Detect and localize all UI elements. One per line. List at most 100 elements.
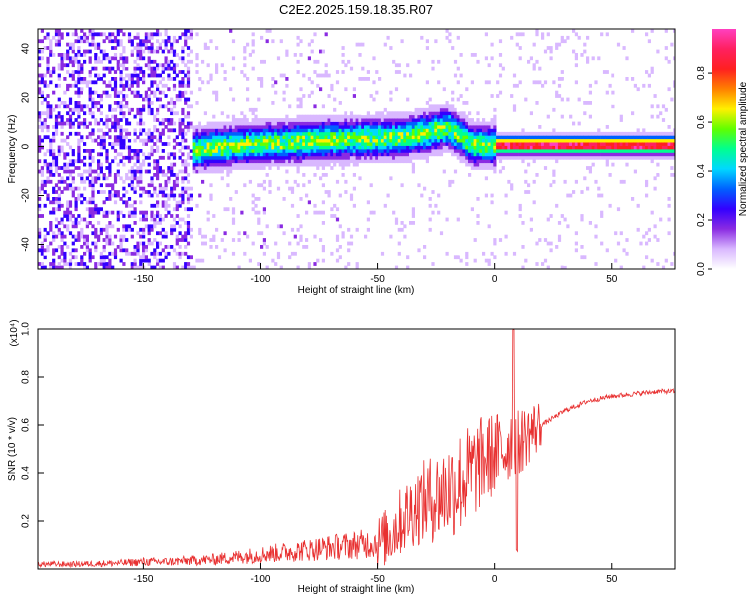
spectrogram-cell bbox=[113, 155, 118, 160]
spectrogram-cell bbox=[417, 142, 421, 146]
spectrogram-cell bbox=[355, 145, 359, 150]
spectrogram-cell bbox=[580, 176, 584, 181]
spectrogram-cell bbox=[49, 149, 53, 153]
spectrogram-cell bbox=[136, 90, 140, 95]
spectrogram-cell bbox=[136, 159, 140, 164]
spectrogram-cell bbox=[172, 63, 177, 68]
spectrogram-cell bbox=[285, 49, 289, 54]
spectrogram-cell bbox=[431, 114, 435, 119]
spectrogram-cell bbox=[560, 97, 564, 102]
spectrogram-cell bbox=[161, 49, 165, 54]
spectrogram-cell bbox=[113, 77, 118, 81]
spectrogram-cell bbox=[347, 149, 351, 153]
spectrogram-cell bbox=[482, 118, 486, 122]
spectrogram-cell bbox=[299, 138, 303, 143]
spectrogram-cell bbox=[392, 59, 396, 64]
spectrogram-cell bbox=[66, 135, 70, 140]
spectrogram-cell bbox=[335, 131, 340, 136]
spectrogram-cell bbox=[431, 111, 435, 116]
spectrogram-cell bbox=[316, 135, 320, 140]
spectrogram-cell bbox=[172, 224, 177, 229]
spectrogram-cell bbox=[164, 59, 168, 64]
spectrogram-cell bbox=[63, 77, 67, 81]
spectrogram-cell bbox=[43, 121, 47, 126]
spectrogram-cell bbox=[74, 203, 78, 208]
spectrogram-cell bbox=[661, 118, 666, 122]
spectrogram-cell bbox=[369, 142, 373, 146]
spectrogram-cell bbox=[673, 152, 675, 157]
spectrogram-cell bbox=[74, 53, 78, 57]
spectrogram-cell bbox=[136, 94, 140, 98]
spectrogram-cell bbox=[142, 70, 146, 74]
spectrogram-cell bbox=[139, 173, 143, 177]
spectrogram-cell bbox=[122, 87, 126, 92]
spectrogram-cell bbox=[673, 128, 675, 133]
spectrogram-cell bbox=[423, 135, 427, 140]
spectrogram-cell bbox=[88, 135, 92, 140]
spectrogram-cell bbox=[493, 238, 497, 242]
spectrogram-cell bbox=[63, 255, 67, 260]
spectrogram-cell bbox=[465, 152, 469, 157]
spectrogram-cell bbox=[63, 121, 67, 126]
spectrogram-cell bbox=[527, 142, 531, 146]
spectrogram-cell bbox=[349, 128, 354, 133]
spectrogram-cell bbox=[608, 131, 612, 136]
spectrogram-cell bbox=[158, 166, 162, 170]
spectrogram-cell bbox=[122, 56, 126, 61]
spectrogram-cell bbox=[251, 142, 255, 146]
spectrogram-cell bbox=[46, 179, 50, 184]
spectrogram-cell bbox=[139, 193, 143, 198]
spectrogram-cell bbox=[77, 90, 81, 95]
spectrogram-cell bbox=[74, 32, 78, 37]
spectrogram-cell bbox=[335, 258, 340, 263]
spectrogram-cell bbox=[212, 125, 216, 129]
spectrogram-cell bbox=[510, 142, 514, 146]
spectrogram-cell bbox=[400, 39, 404, 44]
spectrogram-cell bbox=[580, 190, 584, 194]
spectrogram-cell bbox=[302, 118, 306, 122]
spectrogram-cell bbox=[147, 262, 151, 266]
spectrogram-cell bbox=[310, 145, 314, 150]
spectrogram-cell bbox=[437, 152, 441, 157]
spectrogram-cell bbox=[231, 135, 236, 140]
spectrogram-cell bbox=[557, 238, 562, 242]
spectrogram-cell bbox=[94, 169, 98, 174]
spectrogram-cell bbox=[465, 159, 469, 164]
spectrogram-cell bbox=[479, 125, 483, 129]
spectrogram-cell bbox=[372, 128, 376, 133]
spectrogram-cell bbox=[71, 46, 75, 50]
spectrogram-cell bbox=[237, 238, 241, 242]
spectrogram-cell bbox=[276, 118, 281, 122]
spectrogram-cell bbox=[130, 203, 134, 208]
spectrogram-cell bbox=[411, 131, 415, 136]
spectrogram-cell bbox=[473, 152, 477, 157]
spectrogram-cell bbox=[335, 80, 340, 85]
spectrogram-cell bbox=[195, 258, 199, 263]
spectrogram-cell bbox=[476, 155, 480, 160]
spectrogram-cell bbox=[310, 152, 314, 157]
spectrogram-cell bbox=[251, 241, 255, 246]
spectrogram-cell bbox=[215, 138, 219, 143]
spectrogram-cell bbox=[338, 135, 342, 140]
spectrogram-cell bbox=[451, 138, 455, 143]
spectrogram-cell bbox=[625, 77, 629, 81]
spectrogram-cell bbox=[133, 66, 137, 71]
spectrogram-cell bbox=[605, 135, 609, 140]
spectrogram-cell bbox=[99, 166, 103, 170]
spectrogram-cell bbox=[108, 224, 112, 229]
spectrogram-cell bbox=[335, 125, 340, 129]
spectrogram-cell bbox=[91, 200, 95, 205]
spectrogram-cell bbox=[172, 217, 177, 222]
spectrogram-cell bbox=[324, 114, 328, 119]
spectrogram-cell bbox=[406, 152, 410, 157]
spectrogram-cell bbox=[181, 87, 185, 92]
spectrogram-cell bbox=[147, 59, 151, 64]
colorbar-tick-label: 0.2 bbox=[696, 213, 707, 227]
spectrogram-cell bbox=[456, 39, 460, 44]
spectrogram-cell bbox=[409, 73, 413, 78]
spectrogram-cell bbox=[105, 255, 109, 260]
spectrogram-cell bbox=[68, 101, 73, 105]
spectrogram-cell bbox=[316, 138, 320, 143]
spectrogram-cell bbox=[445, 149, 449, 153]
spectrogram-cell bbox=[524, 258, 528, 263]
